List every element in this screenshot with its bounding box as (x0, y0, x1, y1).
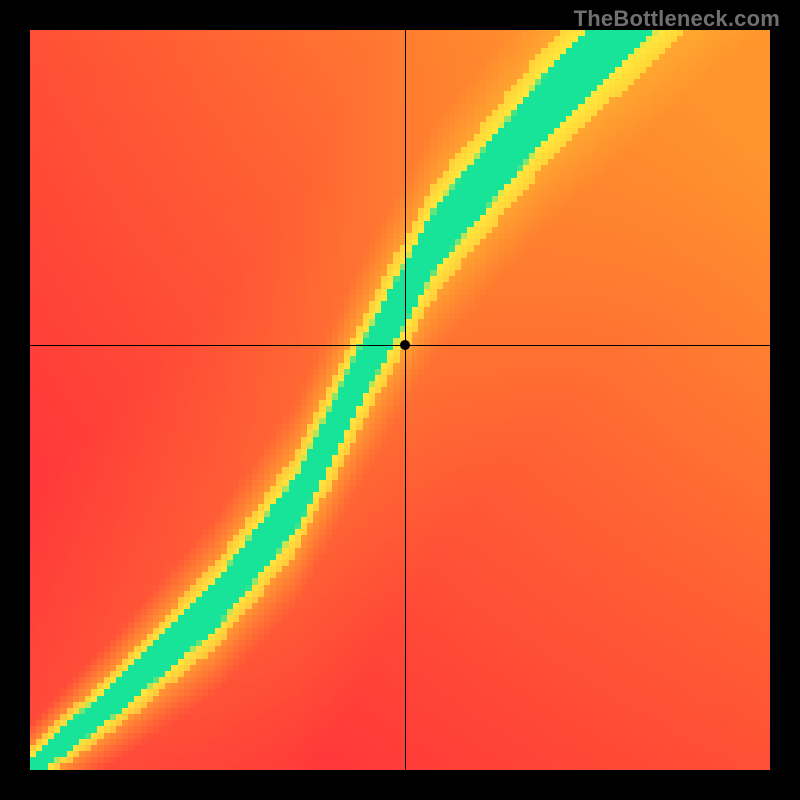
crosshair-vertical (405, 30, 406, 770)
plot-area (30, 30, 770, 770)
chart-container: TheBottleneck.com (0, 0, 800, 800)
marker-dot (400, 340, 410, 350)
watermark-text: TheBottleneck.com (574, 6, 780, 32)
heatmap-canvas (30, 30, 770, 770)
